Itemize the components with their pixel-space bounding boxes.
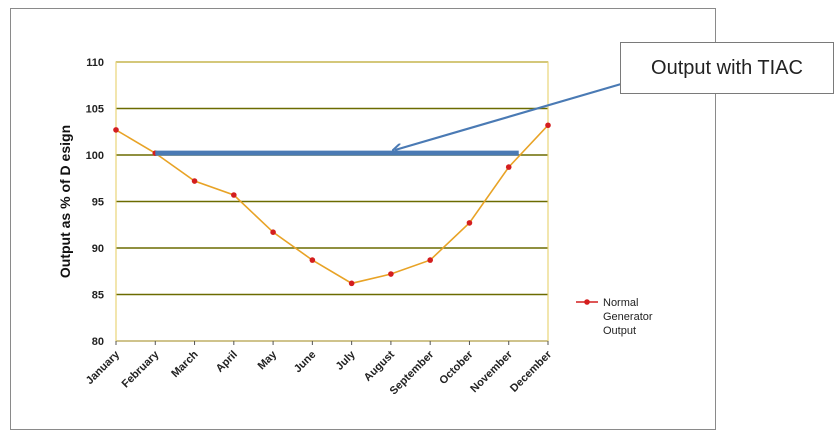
legend: Normal Generator Output [576,297,653,337]
x-tick-label: November [468,348,515,395]
x-tick-label: June [292,349,319,376]
y-tick-label: 90 [92,243,104,255]
data-point [545,122,551,129]
series-line [115,124,549,285]
x-tick-label: May [256,348,280,372]
x-tick-label: July [334,348,359,373]
data-point [231,192,237,198]
series-normal-generator-output [113,122,551,287]
x-tick-label: January [84,348,123,387]
legend-marker [584,299,590,305]
reference-line-tiac [155,80,629,156]
callout-label: Output with TIAC [651,56,803,79]
callout-arrow [395,80,629,150]
data-point [388,271,394,277]
x-tick-label: August [362,348,398,384]
data-point [505,164,512,170]
y-tick-label: 100 [86,150,104,162]
y-axis-label: Output as % of D esign [57,125,73,278]
callout-box: Output with TIAC [620,42,834,94]
chart-frame [10,8,716,430]
data-point [309,257,316,263]
data-point [270,229,276,235]
x-tick-label: December [508,348,555,395]
y-tick-label: 105 [86,104,104,116]
y-tick-label: 110 [86,57,104,69]
data-point [191,178,198,184]
x-tick-label: March [169,348,201,380]
legend-label: Normal [603,297,638,309]
x-tick-label: October [437,348,476,387]
data-point [466,220,473,226]
y-axis-ticks: 80 85 90 95 100 105 110 [86,57,104,348]
y-tick-label: 80 [92,336,104,348]
x-tick-label: February [120,348,162,390]
data-point [348,280,355,287]
grid-lines [116,61,548,342]
plot-area [115,61,549,342]
data-point [427,257,433,263]
legend-label: Generator [603,311,653,323]
x-tick-label: April [214,349,240,375]
legend-label: Output [603,325,636,337]
y-tick-label: 95 [92,197,104,209]
data-point [113,127,119,133]
y-tick-label: 85 [92,290,104,302]
